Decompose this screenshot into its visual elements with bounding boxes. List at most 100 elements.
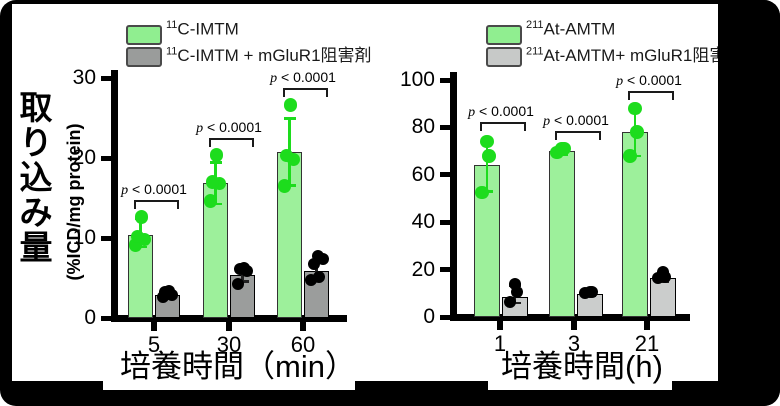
- y-tick-label: 30: [72, 66, 96, 89]
- isotope-superscript: 11: [166, 19, 178, 31]
- data-point: [630, 125, 644, 139]
- data-point: [203, 194, 218, 208]
- y-tick-label: 0: [84, 306, 96, 329]
- data-point: [628, 101, 642, 116]
- y-axis: [450, 72, 457, 321]
- x-axis: [450, 314, 690, 321]
- data-point: [475, 185, 489, 200]
- data-point: [555, 141, 569, 156]
- data-point: [205, 175, 220, 189]
- y-tick-label: 80: [411, 115, 435, 139]
- bar-tracer: [549, 151, 575, 317]
- x-tick-label: 30: [216, 332, 242, 357]
- y-axis-title: 取り込み量: [14, 90, 58, 265]
- data-point: [130, 229, 145, 244]
- p-value-label: p < 0.0001: [121, 181, 187, 199]
- y-axis-title-char: り: [19, 124, 53, 161]
- isotope-superscript: 211: [526, 45, 544, 58]
- bar-blocked: [650, 277, 676, 317]
- legend-label-tracer-left: 11C-IMTM: [166, 19, 239, 40]
- legend-label-blocked-left: 11C-IMTM + mGluR1阻害剤: [166, 41, 372, 66]
- y-tick-label: 20: [411, 257, 435, 281]
- data-point: [657, 265, 669, 278]
- data-point: [584, 286, 596, 299]
- x-tick: [644, 321, 650, 330]
- y-tick-label: 100: [399, 68, 435, 91]
- data-point: [231, 277, 244, 290]
- data-point: [134, 210, 149, 224]
- p-value-label: p < 0.0001: [616, 72, 682, 90]
- data-point: [311, 249, 324, 262]
- x-tick: [151, 322, 157, 331]
- error-cap-top: [209, 161, 222, 164]
- data-point: [162, 284, 175, 297]
- x-tick-label: 5: [147, 332, 161, 357]
- significance-bracket: [555, 130, 601, 140]
- legend-text-jp: mGluR1阻害剤: [258, 46, 372, 65]
- y-tick: [101, 155, 111, 161]
- legend-swatch-gray-right: [486, 47, 522, 67]
- y-tick: [440, 77, 450, 83]
- y-tick: [101, 75, 111, 81]
- y-axis: [111, 70, 118, 322]
- x-axis-title-right: 培養時間(h): [501, 349, 663, 384]
- significance-bracket: [480, 122, 526, 132]
- significance-bracket: [628, 91, 674, 101]
- data-point: [623, 149, 637, 163]
- x-tick-label: 21: [634, 331, 660, 356]
- y-tick: [440, 172, 450, 178]
- data-point: [209, 148, 224, 162]
- x-tick-label: 60: [290, 332, 316, 357]
- data-point: [482, 149, 496, 163]
- data-point: [504, 295, 516, 308]
- data-point: [283, 98, 298, 112]
- y-tick: [101, 315, 111, 321]
- x-tick-label: 3: [567, 331, 581, 356]
- error-cap-top: [283, 117, 296, 120]
- label-backdrop-right: [488, 378, 672, 390]
- legend-swatch-gray-left: [126, 47, 162, 67]
- error-bar: [315, 262, 318, 279]
- y-tick-label: 20: [72, 146, 96, 169]
- x-tick: [497, 321, 503, 330]
- x-tick: [226, 322, 232, 331]
- significance-bracket: [133, 200, 179, 210]
- error-bar: [485, 139, 489, 192]
- y-tick: [440, 219, 450, 225]
- y-axis-title-char: 込: [19, 159, 53, 196]
- p-value-label: p < 0.0001: [196, 118, 262, 136]
- significance-bracket: [208, 137, 254, 147]
- legend-text: C-IMTM +: [177, 46, 259, 65]
- legend-text: At-AMTM+: [543, 46, 630, 65]
- legend-label-tracer-right: 211At-AMTM: [526, 19, 615, 40]
- y-axis-title-char: 量: [19, 229, 53, 266]
- y-axis-title-char: 取: [19, 89, 53, 126]
- data-point: [279, 148, 294, 163]
- legend-swatch-green-left: [126, 25, 162, 45]
- data-point: [480, 134, 494, 149]
- y-tick: [440, 267, 450, 273]
- x-axis-title-left: 培養時間（min）: [120, 349, 356, 384]
- y-tick: [440, 124, 450, 130]
- legend-text: At-AMTM: [543, 19, 616, 39]
- data-point: [312, 271, 325, 284]
- legend-text-jp: mGluR1阻害剤: [629, 46, 744, 65]
- p-value-label: p < 0.0001: [543, 111, 609, 129]
- data-point: [237, 262, 250, 275]
- data-point: [509, 277, 521, 290]
- y-axis-unit: (%ICD/mg protein): [64, 123, 84, 281]
- x-tick: [571, 321, 577, 330]
- legend-text: C-IMTM: [177, 19, 239, 39]
- x-tick: [300, 322, 306, 331]
- x-axis: [111, 315, 347, 322]
- clip-band: [718, 0, 780, 406]
- x-tick-label: 1: [493, 331, 507, 356]
- y-tick-label: 40: [411, 210, 435, 234]
- isotope-superscript: 211: [526, 19, 544, 31]
- legend-swatch-green-right: [486, 25, 522, 45]
- data-point: [277, 179, 292, 193]
- y-tick: [440, 314, 450, 320]
- y-tick-label: 0: [423, 305, 435, 328]
- p-value-label: p < 0.0001: [468, 103, 534, 121]
